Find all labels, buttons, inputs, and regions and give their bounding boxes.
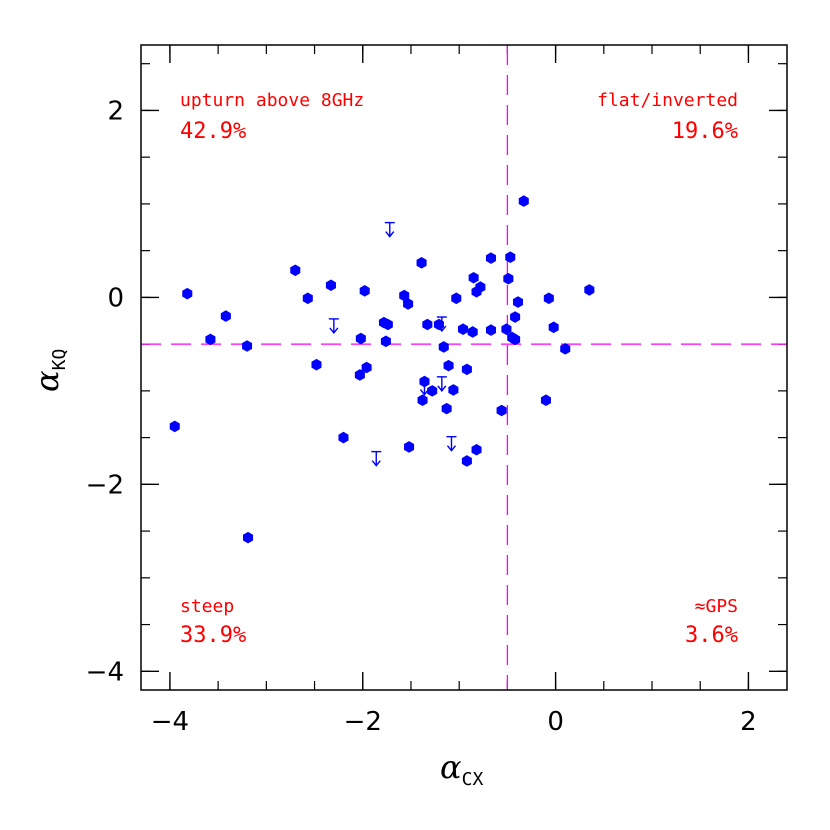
data-point — [382, 318, 393, 331]
x-axis-label: αCX — [440, 748, 483, 790]
data-point — [475, 281, 486, 293]
data-point — [302, 292, 313, 305]
upper-limit-arrow — [384, 221, 395, 238]
data-point — [242, 340, 253, 352]
quadrant-percent-gps: 3.6% — [685, 623, 738, 648]
data-point — [354, 369, 365, 381]
x-axis-symbol: α — [440, 748, 462, 786]
y-tick-label: 2 — [107, 96, 124, 126]
data-point — [485, 252, 497, 264]
data-point — [548, 321, 559, 334]
upper-limit-arrow — [436, 316, 447, 333]
data-point — [361, 361, 372, 374]
data-point — [512, 296, 524, 308]
x-tick-label: −2 — [344, 707, 382, 737]
data-point — [441, 402, 452, 415]
data-point — [540, 394, 551, 407]
x-tick-label: 0 — [547, 707, 564, 737]
x-tick-label: −4 — [151, 707, 189, 737]
y-tick-label: −2 — [86, 470, 124, 500]
quadrant-percent-flat-inverted: 19.6% — [672, 119, 738, 144]
y-axis-label: αKQ — [28, 349, 70, 392]
data-point — [467, 326, 478, 338]
y-tick-labels: −4 −2 0 2 — [86, 96, 124, 687]
data-points — [169, 195, 595, 544]
y-axis-subscript: KQ — [49, 349, 70, 371]
plot-frame — [140, 44, 788, 691]
upper-limit-arrow — [436, 376, 447, 392]
data-point — [443, 359, 454, 372]
y-tick-label: −4 — [86, 657, 124, 687]
y-tick-label: 0 — [107, 283, 124, 313]
data-point — [422, 318, 433, 331]
data-point — [471, 443, 482, 456]
data-point — [380, 335, 391, 348]
data-point — [220, 310, 231, 322]
data-point — [503, 272, 514, 285]
data-point — [290, 264, 301, 277]
quadrant-label-gps: ≈GPS — [695, 596, 738, 617]
data-point — [485, 324, 497, 336]
data-point — [461, 455, 472, 467]
svg-text:αKQ: αKQ — [28, 349, 70, 392]
data-point — [448, 384, 459, 396]
quadrant-percent-steep: 33.9% — [180, 623, 246, 648]
quadrant-label-flat-inverted: flat/inverted — [597, 90, 738, 111]
data-point — [451, 292, 462, 305]
data-point — [458, 323, 469, 335]
data-point — [205, 333, 216, 346]
x-tick-labels: −4 −2 0 2 — [151, 707, 757, 737]
data-point — [311, 358, 322, 371]
x-tick-label: 2 — [740, 707, 757, 737]
upper-limit-arrow — [419, 379, 430, 396]
data-point — [325, 279, 336, 292]
data-point — [510, 311, 521, 323]
data-point — [468, 271, 479, 284]
data-point — [416, 257, 427, 269]
data-point — [427, 385, 438, 397]
data-point — [338, 431, 349, 444]
data-point — [510, 333, 521, 346]
data-point — [438, 341, 449, 353]
data-point — [403, 298, 414, 310]
data-point — [518, 195, 529, 207]
data-point — [355, 332, 366, 345]
data-point — [501, 323, 512, 335]
major-ticks — [141, 45, 787, 690]
upper-limit-arrow — [371, 450, 382, 467]
data-point — [560, 343, 571, 355]
data-point — [461, 363, 472, 376]
data-point — [359, 285, 370, 297]
data-point — [584, 284, 595, 296]
quadrant-label-upturn: upturn above 8GHz — [180, 90, 364, 111]
data-point — [505, 251, 516, 263]
quadrant-label-steep: steep — [180, 596, 234, 617]
upper-limit-arrow — [328, 318, 339, 335]
quadrant-percent-upturn: 42.9% — [180, 119, 246, 144]
data-point — [543, 292, 554, 305]
upper-limit-arrow — [446, 435, 457, 452]
data-point — [404, 441, 415, 453]
data-point — [496, 404, 507, 417]
data-point — [417, 394, 428, 407]
data-point — [243, 531, 254, 544]
data-point — [169, 420, 180, 433]
y-axis-symbol: α — [28, 370, 66, 392]
upper-limit-markers — [328, 221, 457, 467]
x-axis-subscript: CX — [462, 769, 484, 790]
data-point — [182, 287, 193, 300]
data-point — [399, 289, 410, 302]
